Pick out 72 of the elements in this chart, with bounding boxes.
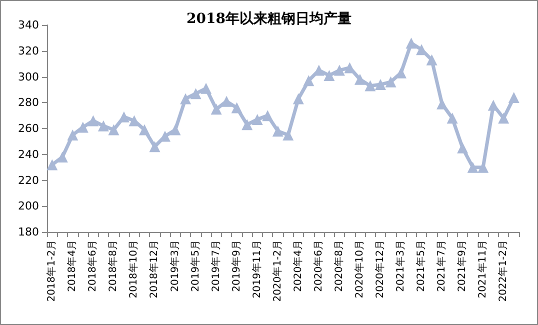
point bbox=[498, 112, 510, 124]
point bbox=[467, 162, 478, 173]
x-tick-label: 2018年4月 bbox=[66, 240, 78, 292]
point bbox=[303, 75, 314, 86]
x-tick-label: 2021年9月 bbox=[456, 240, 468, 292]
point bbox=[436, 98, 448, 110]
point bbox=[149, 141, 160, 152]
x-tick-label: 2022年1-2月 bbox=[497, 240, 510, 302]
point bbox=[180, 93, 192, 104]
x-tick-label: 2020年1-2月 bbox=[271, 240, 284, 302]
point bbox=[272, 126, 284, 137]
x-tick-label: 2020年6月 bbox=[312, 240, 324, 292]
point bbox=[46, 159, 58, 170]
point bbox=[262, 110, 274, 122]
point bbox=[364, 80, 376, 92]
point bbox=[231, 102, 242, 114]
x-tick-label: 2021年3月 bbox=[394, 240, 406, 292]
point bbox=[396, 67, 406, 78]
x-tick-label: 2019年11月 bbox=[250, 240, 263, 298]
y-tick-label: 220 bbox=[18, 174, 39, 187]
point bbox=[354, 74, 366, 85]
x-tick-label: 2020年8月 bbox=[332, 240, 345, 292]
point bbox=[88, 115, 99, 126]
point bbox=[385, 76, 396, 88]
x-tick-label: 2018年6月 bbox=[86, 240, 99, 292]
y-tick-label: 200 bbox=[18, 200, 39, 213]
point bbox=[292, 93, 304, 104]
point bbox=[242, 119, 253, 130]
y-tick-label: 340 bbox=[18, 18, 39, 32]
point bbox=[138, 124, 150, 136]
y-tick-label: 320 bbox=[18, 44, 39, 58]
point bbox=[67, 129, 78, 140]
y-tick-label: 180 bbox=[18, 226, 39, 238]
point bbox=[56, 151, 68, 162]
point bbox=[324, 70, 335, 81]
x-tick-label: 2019年7月 bbox=[210, 240, 222, 292]
x-tick-label: 2021年5月 bbox=[415, 240, 428, 292]
x-tick-label: 2021年7月 bbox=[436, 240, 448, 292]
point bbox=[457, 142, 468, 154]
x-tick-label: 2018年10月 bbox=[128, 240, 140, 298]
point bbox=[221, 96, 232, 107]
x-tick-label: 2018年8月 bbox=[107, 240, 120, 292]
x-tick-label: 2020年12月 bbox=[374, 240, 386, 298]
x-tick-label: 2018年12月 bbox=[148, 240, 160, 298]
point bbox=[200, 82, 212, 94]
point bbox=[170, 124, 181, 136]
point bbox=[508, 92, 520, 103]
point bbox=[98, 120, 109, 132]
point bbox=[252, 114, 263, 125]
x-tick-label: 2019年3月 bbox=[168, 240, 181, 292]
y-tick-label: 260 bbox=[18, 122, 39, 135]
chart-title: 2018年以来粗钢日均产量 bbox=[186, 10, 352, 27]
point bbox=[426, 54, 438, 66]
point bbox=[190, 88, 202, 100]
x-tick-label: 2020年10月 bbox=[353, 240, 366, 298]
x-tick-label: 2019年5月 bbox=[189, 240, 202, 292]
x-tick-label: 2019年9月 bbox=[230, 240, 242, 292]
point bbox=[334, 64, 345, 76]
point bbox=[374, 79, 386, 90]
x-tick-label: 2020年4月 bbox=[292, 240, 304, 292]
y-tick-label: 300 bbox=[18, 70, 39, 84]
point bbox=[210, 104, 222, 115]
y-tick-label: 240 bbox=[18, 148, 39, 161]
point bbox=[446, 112, 458, 124]
x-tick-label: 2018年1-2月 bbox=[46, 240, 58, 302]
point bbox=[406, 38, 417, 49]
point bbox=[488, 100, 499, 111]
x-tick-label: 2021年11月 bbox=[476, 240, 489, 298]
point bbox=[282, 129, 294, 140]
point bbox=[77, 122, 88, 133]
y-tick-label: 280 bbox=[18, 96, 39, 110]
point bbox=[108, 124, 120, 136]
